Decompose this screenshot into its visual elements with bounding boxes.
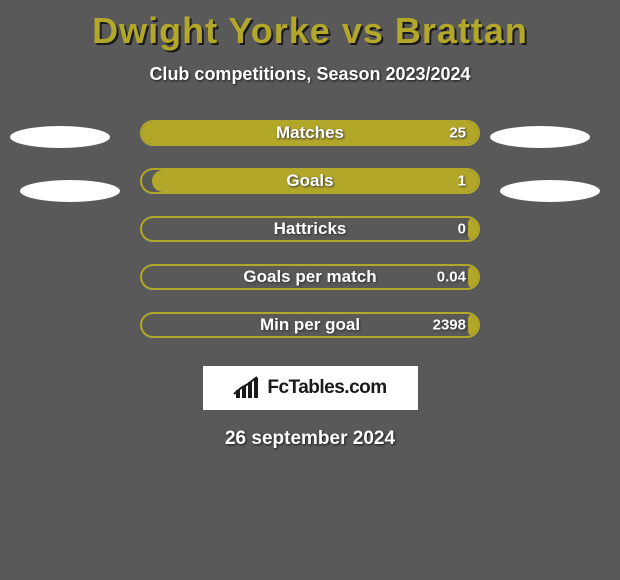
stat-bar: Matches 25 <box>140 120 480 146</box>
date-label: 26 september 2024 <box>0 428 620 450</box>
stat-label: Min per goal <box>260 315 360 335</box>
stat-value: 1 <box>458 173 466 190</box>
stat-row: Goals per match 0.04 <box>0 264 620 290</box>
stat-label: Goals per match <box>243 267 376 287</box>
stat-rows: Matches 25 Goals 1 Hattricks 0 Goals per… <box>0 120 620 338</box>
stat-value: 2398 <box>433 317 466 334</box>
stat-bar: Hattricks 0 <box>140 216 480 242</box>
stat-bar: Min per goal 2398 <box>140 312 480 338</box>
stat-value: 25 <box>449 125 466 142</box>
decoration-ellipse <box>500 180 600 202</box>
brand-logo: FcTables.com <box>203 366 418 410</box>
stat-value: 0.04 <box>437 269 466 286</box>
stat-label: Matches <box>276 123 344 143</box>
decoration-ellipse <box>20 180 120 202</box>
stat-bar: Goals 1 <box>140 168 480 194</box>
chart-title: Dwight Yorke vs Brattan <box>0 10 620 52</box>
decoration-ellipse <box>10 126 110 148</box>
stat-bar: Goals per match 0.04 <box>140 264 480 290</box>
brand-text: FcTables.com <box>267 377 386 399</box>
stat-row: Hattricks 0 <box>0 216 620 242</box>
comparison-chart: Dwight Yorke vs Brattan Club competition… <box>0 0 620 580</box>
stat-row: Min per goal 2398 <box>0 312 620 338</box>
stat-label: Goals <box>286 171 333 191</box>
stat-value: 0 <box>458 221 466 238</box>
stat-label: Hattricks <box>274 219 347 239</box>
chart-icon <box>233 376 261 400</box>
chart-subtitle: Club competitions, Season 2023/2024 <box>0 64 620 85</box>
decoration-ellipse <box>490 126 590 148</box>
